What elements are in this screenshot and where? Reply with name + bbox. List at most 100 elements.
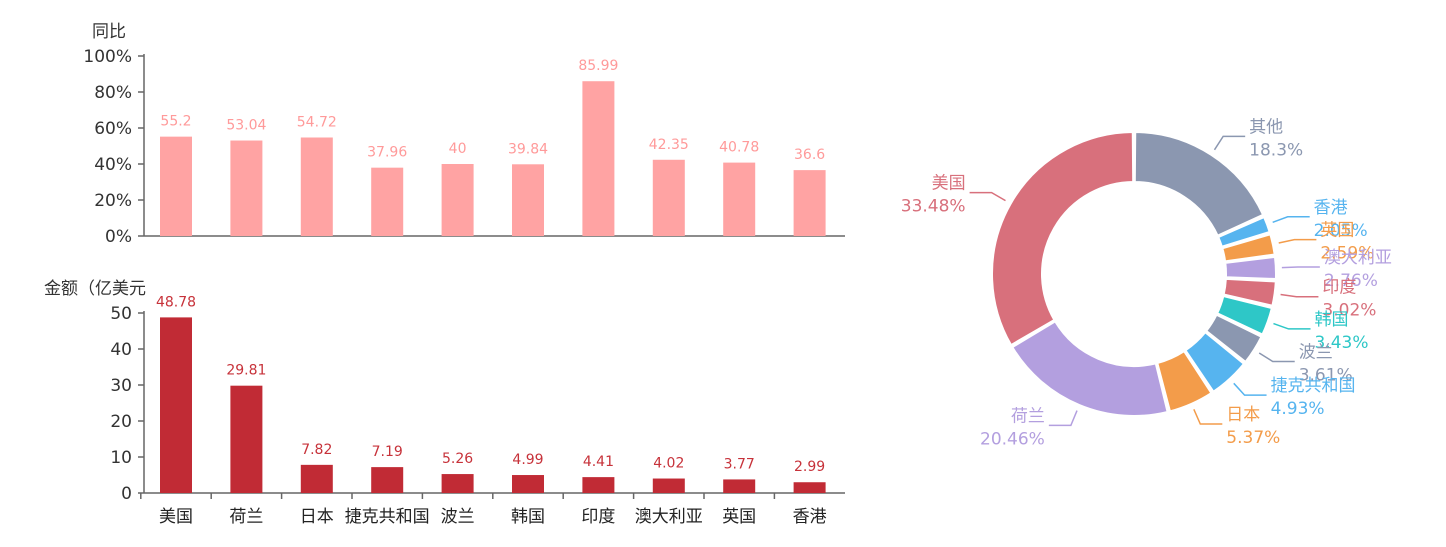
bot-bar[interactable] xyxy=(441,474,474,493)
top-bar-value-label: 55.2 xyxy=(160,114,191,130)
bot-bar-value-label: 4.99 xyxy=(512,452,543,468)
donut-slice-percent: 3.43% xyxy=(1315,333,1369,353)
top-bar-value-label: 40 xyxy=(449,141,467,157)
donut-slice[interactable] xyxy=(1221,233,1276,263)
donut-slice[interactable] xyxy=(1156,349,1213,413)
bot-bar-value-label: 5.26 xyxy=(442,451,473,467)
yoy-axis-title: 同比 xyxy=(92,22,126,42)
bot-bar-value-label: 7.19 xyxy=(372,444,403,460)
bot-bar[interactable] xyxy=(160,317,192,493)
top-bar[interactable] xyxy=(230,140,263,236)
top-bar[interactable] xyxy=(652,159,685,236)
donut-leader-line xyxy=(1280,293,1319,298)
bot-bar-value-label: 4.02 xyxy=(653,456,684,472)
amount-axis-title: 金额（亿美元 xyxy=(44,279,146,299)
donut-slice-percent: 20.46% xyxy=(980,429,1045,449)
top-bar[interactable] xyxy=(723,162,756,236)
donut-slice[interactable] xyxy=(1215,294,1274,336)
donut-slice-name: 美国 xyxy=(932,174,966,194)
donut-slice-name: 英国 xyxy=(1320,221,1354,241)
top-y-tick-label: 60% xyxy=(94,119,132,139)
donut-slice-percent: 2.59% xyxy=(1320,244,1374,264)
bot-bar-value-label: 29.81 xyxy=(226,363,266,379)
donut-slice-percent: 3.02% xyxy=(1322,301,1376,321)
donut-slice[interactable] xyxy=(1010,320,1169,417)
share-donut-chart: 其他 18.3% 香港 2.05%英国 2.59%澳大利亚 2.76%印度 3.02%韩国 3… xyxy=(901,117,1392,449)
top-bar-value-label: 37.96 xyxy=(367,145,407,161)
donut-leader-line xyxy=(1193,409,1223,425)
bot-category-label: 美国 xyxy=(159,507,193,527)
bot-category-label: 波兰 xyxy=(441,507,475,527)
bot-y-tick-label: 10 xyxy=(110,448,132,468)
bot-y-tick-label: 0 xyxy=(121,484,132,504)
top-y-tick-label: 0% xyxy=(105,227,132,247)
donut-slice-name: 日本 xyxy=(1226,405,1260,425)
bot-category-label: 荷兰 xyxy=(229,507,263,527)
donut-leader-line xyxy=(1213,135,1246,151)
bot-bar[interactable] xyxy=(793,482,826,493)
donut-slice-percent: 3.61% xyxy=(1299,365,1353,385)
top-bar[interactable] xyxy=(371,167,404,236)
donut-slice[interactable] xyxy=(1216,215,1271,248)
yoy-bar-chart: 同比 0% 20% 40% 60% 80% 100% 55.2 53.04 54.72 37.9… xyxy=(83,22,845,247)
donut-leader-line xyxy=(1281,266,1320,269)
bot-bar[interactable] xyxy=(300,464,333,493)
donut-slice[interactable] xyxy=(1184,330,1246,394)
bot-category-label: 澳大利亚 xyxy=(635,507,703,527)
bot-y-tick-label: 50 xyxy=(110,304,132,324)
top-bar-value-label: 42.35 xyxy=(649,137,689,153)
donut-slice-percent: 33.48% xyxy=(901,197,966,217)
donut-leader-line xyxy=(1048,410,1078,427)
bot-bar[interactable] xyxy=(723,479,756,493)
bot-category-label: 香港 xyxy=(793,507,827,527)
donut-slice-name: 印度 xyxy=(1322,278,1356,298)
donut-slice-percent: 2.05% xyxy=(1314,221,1368,241)
top-y-tick-label: 100% xyxy=(83,47,132,67)
bot-category-label: 英国 xyxy=(722,507,756,527)
donut-slice[interactable] xyxy=(991,130,1135,347)
donut-slice[interactable] xyxy=(1224,255,1277,281)
bot-y-tick-label: 40 xyxy=(110,340,132,360)
bot-category-label: 韩国 xyxy=(511,507,545,527)
donut-slice[interactable] xyxy=(1222,277,1277,307)
top-bar[interactable] xyxy=(793,170,826,236)
bot-y-tick-label: 30 xyxy=(110,376,132,396)
donut-slice[interactable] xyxy=(1204,313,1263,364)
top-bar[interactable] xyxy=(512,164,544,236)
donut-slice[interactable] xyxy=(1133,130,1265,237)
donut-slice-percent: 18.3% xyxy=(1249,140,1303,160)
bot-bar-value-label: 3.77 xyxy=(724,456,755,472)
donut-leader-line xyxy=(1272,216,1310,224)
top-bar[interactable] xyxy=(160,136,192,236)
donut-slice-name: 波兰 xyxy=(1299,342,1333,362)
top-bar[interactable] xyxy=(300,137,333,236)
donut-slice-name: 荷兰 xyxy=(1011,406,1045,426)
donut-leader-line xyxy=(969,191,1006,202)
bot-bar[interactable] xyxy=(371,467,404,493)
bot-category-label: 捷克共和国 xyxy=(345,507,430,527)
bot-bar[interactable] xyxy=(512,475,544,493)
bot-bar[interactable] xyxy=(582,477,615,493)
bot-bar[interactable] xyxy=(652,478,685,493)
bot-bar-value-label: 2.99 xyxy=(794,459,825,475)
donut-leader-line xyxy=(1278,238,1317,244)
donut-slice-name: 捷克共和国 xyxy=(1271,376,1356,396)
bot-bar[interactable] xyxy=(230,385,263,493)
bot-bar-value-label: 4.41 xyxy=(583,454,614,470)
bot-bar-value-label: 7.82 xyxy=(301,442,332,458)
top-bar[interactable] xyxy=(441,164,474,236)
top-y-tick-label: 20% xyxy=(94,191,132,211)
bot-bar-value-label: 48.78 xyxy=(156,294,196,310)
donut-slice-name: 澳大利亚 xyxy=(1324,248,1392,268)
donut-slice-name: 香港 xyxy=(1314,198,1348,218)
top-y-tick-label: 80% xyxy=(94,83,132,103)
donut-leader-line xyxy=(1273,322,1311,330)
donut-leader-line xyxy=(1258,352,1295,363)
top-y-tick-label: 40% xyxy=(94,155,132,175)
bot-category-label: 印度 xyxy=(581,507,615,527)
top-bar-value-label: 39.84 xyxy=(508,141,548,157)
donut-slice-name: 韩国 xyxy=(1315,310,1349,330)
top-bar-value-label: 85.99 xyxy=(578,58,618,74)
top-bar[interactable] xyxy=(582,81,615,236)
top-bar-value-label: 53.04 xyxy=(226,118,266,134)
